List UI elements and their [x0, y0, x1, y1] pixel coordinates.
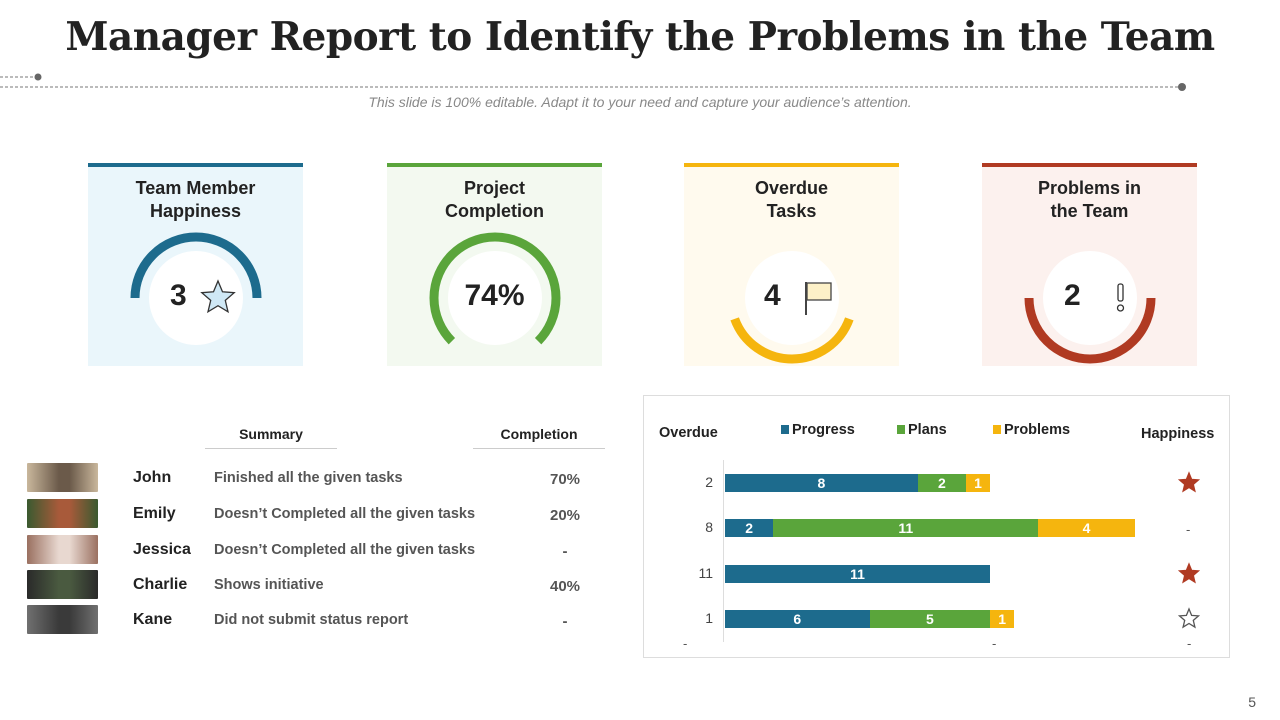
- legend-item: Progress: [781, 422, 855, 438]
- bar-segment-progress: 8: [725, 474, 918, 492]
- avatar: [27, 535, 98, 564]
- category-label: 8: [705, 519, 713, 535]
- kpi-card: Overdue Tasks 4: [684, 163, 899, 366]
- outline-star-icon: [1177, 607, 1201, 629]
- legend-swatch: [897, 425, 905, 434]
- overdue-chart: [643, 395, 1230, 658]
- card-value: 74%: [464, 279, 525, 312]
- category-label: 11: [698, 565, 713, 581]
- legend-item: Plans: [897, 422, 947, 438]
- bar-segment-plans: 5: [869, 610, 991, 628]
- bar-segment-plans: 2: [917, 474, 966, 492]
- member-completion: 70%: [549, 471, 581, 488]
- exclamation-icon: [1116, 283, 1125, 312]
- flag-icon: [805, 282, 832, 315]
- overdue-label: Overdue: [659, 425, 718, 441]
- card-value: 3: [170, 279, 187, 312]
- card-title: Completion: [445, 201, 544, 221]
- happiness-dash: -: [1186, 522, 1191, 537]
- member-completion: 20%: [549, 507, 581, 524]
- kpi-card: Team Member Happiness 3: [88, 163, 303, 366]
- divider-line: [0, 73, 1186, 91]
- page-number: 5: [1248, 694, 1256, 710]
- card-value: 2: [1064, 279, 1081, 312]
- avatar: [27, 605, 98, 634]
- kpi-card: Problems in the Team 2: [982, 163, 1197, 366]
- member-name: John: [133, 469, 172, 486]
- member-name: Emily: [133, 505, 176, 522]
- card-title: the Team: [1050, 201, 1129, 221]
- card-value: 4: [764, 279, 781, 312]
- gauge: [130, 232, 262, 345]
- star-icon: [200, 279, 236, 314]
- gauge: [429, 232, 561, 345]
- member-summary: Finished all the given tasks: [214, 470, 403, 486]
- category-label: 1: [705, 610, 713, 626]
- gauge: [730, 251, 854, 364]
- summary-header: Summary: [205, 426, 337, 449]
- axis-dash: -: [683, 636, 688, 651]
- filled-star-icon: [1177, 562, 1201, 584]
- chart-axis: [723, 460, 724, 642]
- legend-label: Problems: [1004, 422, 1071, 438]
- page-title: Manager Report to Identify the Problems …: [65, 14, 1215, 60]
- bar-segment-progress: 11: [725, 565, 991, 583]
- member-completion: -: [562, 613, 568, 630]
- member-summary: Did not submit status report: [214, 612, 409, 628]
- card-title: Happiness: [149, 201, 242, 221]
- card-title: Tasks: [766, 201, 817, 221]
- avatar: [27, 570, 98, 599]
- avatar: [27, 463, 98, 492]
- card-title: Project: [463, 178, 526, 198]
- bar-segment-problems: 4: [1038, 519, 1135, 537]
- axis-dash: -: [1187, 636, 1192, 651]
- member-name: Charlie: [133, 576, 188, 593]
- member-summary: Shows initiative: [214, 577, 324, 593]
- bar-segment-problems: 1: [990, 610, 1015, 628]
- card-title: Problems in: [1037, 178, 1142, 198]
- subtitle: This slide is 100% editable. Adapt it to…: [368, 94, 912, 110]
- card-title: Team Member: [135, 178, 256, 198]
- category-label: 2: [705, 474, 713, 490]
- member-completion: -: [562, 543, 568, 560]
- bar-segment-problems: 1: [966, 474, 991, 492]
- legend-item: Problems: [993, 422, 1070, 438]
- happiness-label: Happiness: [1141, 426, 1215, 442]
- legend-swatch: [781, 425, 789, 434]
- card-title: Overdue: [754, 178, 829, 198]
- axis-dash: -: [992, 636, 997, 651]
- member-name: Jessica: [133, 541, 191, 558]
- member-summary: Doesn’t Completed all the given tasks: [214, 542, 476, 558]
- member-summary: Doesn’t Completed all the given tasks: [214, 506, 476, 522]
- bar-segment-progress: 6: [725, 610, 870, 628]
- completion-header: Completion: [473, 426, 605, 449]
- bar-segment-plans: 11: [773, 519, 1039, 537]
- bar-segment-progress: 2: [725, 519, 774, 537]
- member-completion: 40%: [549, 578, 581, 595]
- kpi-card: Project Completion 74%: [387, 163, 602, 366]
- gauge: [1024, 251, 1156, 364]
- legend-label: Progress: [792, 422, 855, 438]
- avatar: [27, 499, 98, 528]
- member-name: Kane: [133, 611, 173, 628]
- legend-label: Plans: [908, 422, 947, 438]
- legend-swatch: [993, 425, 1001, 434]
- filled-star-icon: [1177, 471, 1201, 493]
